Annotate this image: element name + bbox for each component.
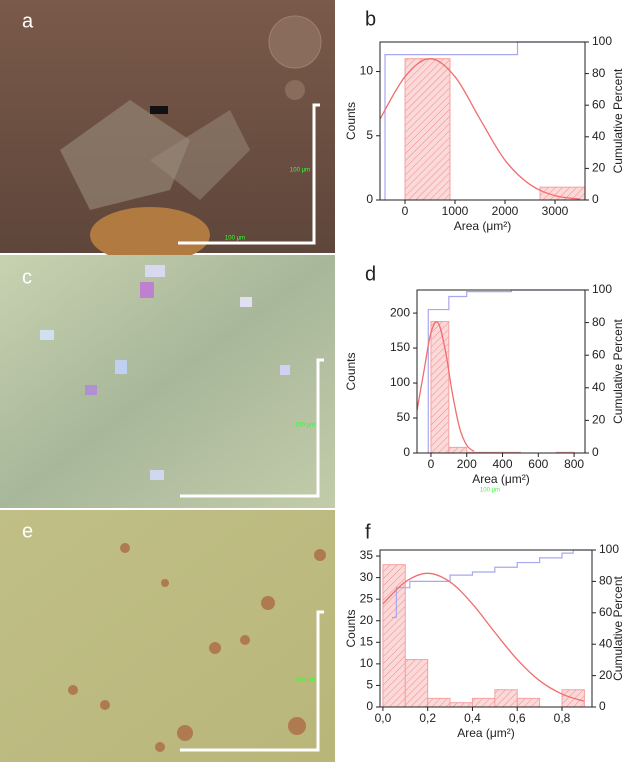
x-tick-label: 0,4 — [464, 711, 481, 725]
y2-tick-label: 80 — [592, 315, 606, 329]
y2-tick-label: 80 — [599, 574, 613, 588]
y-tick-label: 10 — [360, 64, 374, 78]
panel-label: c — [22, 266, 32, 288]
y-tick-label: 100 — [390, 375, 410, 389]
bar — [516, 697, 541, 708]
micrograph-c — [0, 255, 335, 508]
y2-tick-label: 100 — [592, 282, 612, 296]
x-tick-label: 1000 — [442, 204, 469, 218]
y-tick-label: 0 — [366, 192, 373, 206]
scale-label: 100 μm — [295, 423, 315, 429]
y2-tick-label: 40 — [599, 636, 613, 650]
bar — [382, 564, 406, 708]
cumulative-line — [427, 289, 585, 454]
y2-tick-label: 60 — [592, 347, 606, 361]
y-tick-label: 0 — [366, 699, 373, 713]
bar — [448, 446, 468, 454]
y2-tick-label: 40 — [592, 380, 606, 394]
y-tick-label: 5 — [366, 128, 373, 142]
micrograph-e — [0, 510, 335, 762]
y-tick-label: 20 — [360, 613, 374, 627]
x-axis-label: Area (μm²) — [457, 726, 515, 740]
bar — [471, 697, 496, 708]
y2-tick-label: 60 — [599, 605, 613, 619]
panel-label: f — [365, 521, 371, 543]
x-tick-label: 0 — [402, 204, 409, 218]
bar — [427, 697, 451, 708]
x-tick-label: 0,2 — [419, 711, 436, 725]
y2-tick-label: 0 — [592, 445, 599, 459]
fit-curve — [417, 321, 475, 452]
panel-label: a — [22, 10, 34, 32]
plot-frame — [379, 41, 586, 201]
y2-tick-label: 20 — [592, 161, 606, 175]
y-axis-label: Counts — [344, 609, 358, 647]
panel-label: e — [22, 520, 33, 542]
x-tick-label: 3000 — [542, 204, 569, 218]
x-tick-label: 0 — [428, 457, 435, 471]
y-tick-label: 200 — [390, 305, 410, 319]
micrograph-a — [0, 0, 335, 263]
y2-tick-label: 100 — [592, 34, 612, 48]
scale-label: 100 μm — [480, 488, 500, 494]
y-tick-label: 10 — [360, 656, 374, 670]
y2-tick-label: 20 — [592, 413, 606, 427]
plot-frame — [416, 289, 586, 454]
x-tick-label: 0,8 — [554, 711, 571, 725]
bar — [404, 58, 451, 201]
y2-tick-label: 20 — [599, 668, 613, 682]
x-tick-label: 600 — [528, 457, 548, 471]
y-tick-label: 0 — [403, 445, 410, 459]
scale-label: 100 μm — [225, 236, 245, 242]
x-axis-label: Area (μm²) — [472, 472, 530, 486]
y-axis-label: Counts — [344, 102, 358, 140]
y2-tick-label: 60 — [592, 97, 606, 111]
y2-axis-label: Cumulative Percent — [611, 318, 625, 423]
fit-curve — [380, 58, 581, 200]
y2-tick-label: 100 — [599, 542, 619, 556]
y2-axis-label: Cumulative Percent — [611, 68, 625, 173]
x-tick-label: 0,0 — [375, 711, 392, 725]
y2-tick-label: 80 — [592, 66, 606, 80]
y-tick-label: 35 — [360, 548, 374, 562]
x-axis-label: Area (μm²) — [454, 219, 512, 233]
panel-label: d — [365, 263, 376, 285]
x-tick-label: 0,6 — [509, 711, 526, 725]
scale-label: 100 μm — [290, 168, 310, 174]
y-axis-label: Counts — [344, 352, 358, 390]
y-tick-label: 25 — [360, 591, 374, 605]
y2-tick-label: 40 — [592, 129, 606, 143]
fit-curve — [382, 572, 585, 703]
plot-frame — [379, 549, 593, 708]
bar — [430, 320, 450, 454]
y2-tick-label: 0 — [599, 699, 606, 713]
y2-axis-label: Cumulative Percent — [611, 575, 625, 680]
cumulative-line — [391, 549, 592, 619]
y-tick-label: 30 — [360, 570, 374, 584]
x-tick-label: 2000 — [492, 204, 519, 218]
x-tick-label: 800 — [564, 457, 584, 471]
y-tick-label: 5 — [366, 678, 373, 692]
scale-label: 100 μm — [295, 678, 315, 684]
x-tick-label: 400 — [493, 457, 513, 471]
x-tick-label: 200 — [457, 457, 477, 471]
y-tick-label: 150 — [390, 340, 410, 354]
bar — [449, 702, 473, 708]
panel-label: b — [365, 8, 376, 30]
y-tick-label: 50 — [397, 410, 411, 424]
y2-tick-label: 0 — [592, 192, 599, 206]
bar — [404, 659, 429, 708]
y-tick-label: 15 — [360, 634, 374, 648]
bar — [494, 689, 518, 708]
